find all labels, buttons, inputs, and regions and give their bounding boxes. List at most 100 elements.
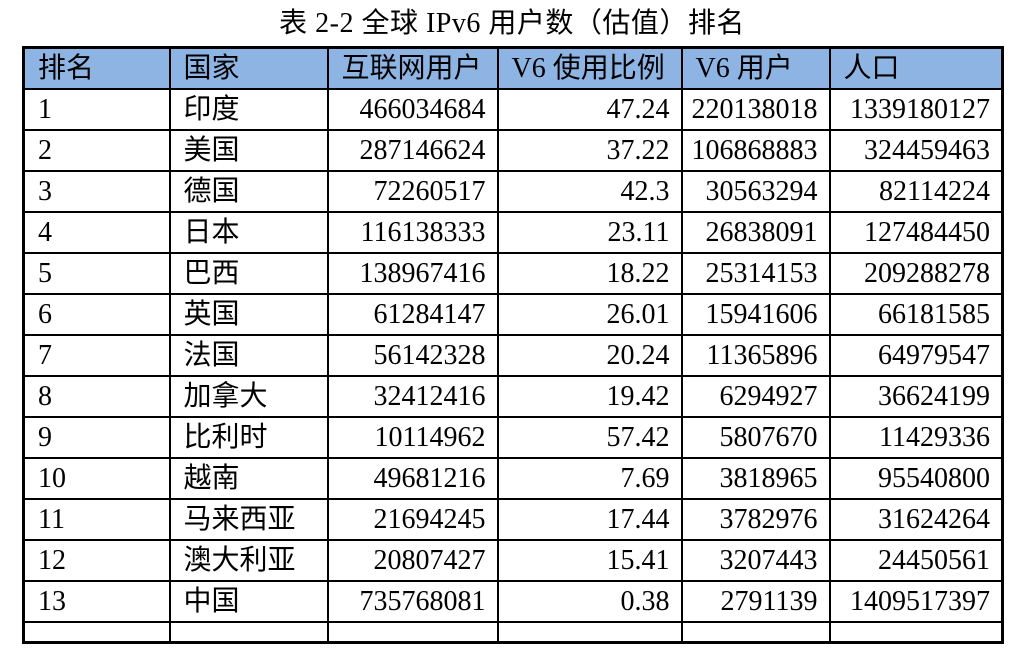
table-cell: 287146624 — [326, 129, 499, 172]
header-cell-2: 互联网用户 — [326, 46, 499, 90]
table-cell: 英国 — [168, 293, 329, 336]
table-cell: 9 — [22, 416, 171, 459]
table-cell: 17.44 — [496, 498, 683, 541]
table-cell: 11 — [22, 498, 171, 541]
table-cell — [22, 621, 171, 644]
table-cell: 64979547 — [828, 334, 1004, 377]
table-row: 2 美国 287146624 37.22 106868883 324459463 — [22, 129, 1004, 172]
table-cell: 越南 — [168, 457, 329, 500]
table-cell: 47.24 — [496, 88, 683, 131]
table-cell: 26.01 — [496, 293, 683, 336]
table-cell: 25314153 — [680, 252, 831, 295]
table-cell: 4 — [22, 211, 171, 254]
table-cell: 2791139 — [680, 580, 831, 623]
table-row: 9 比利时 10114962 57.42 5807670 11429336 — [22, 416, 1004, 459]
table-cell: 12 — [22, 539, 171, 582]
table-cell: 11429336 — [828, 416, 1004, 459]
table-cell: 10 — [22, 457, 171, 500]
table-row: 4 日本 116138333 23.11 26838091 127484450 — [22, 211, 1004, 254]
table-cell: 19.42 — [496, 375, 683, 418]
table-cell: 3 — [22, 170, 171, 213]
table-row: 10 越南 49681216 7.69 3818965 95540800 — [22, 457, 1004, 500]
table-cell: 6294927 — [680, 375, 831, 418]
table-cell: 13 — [22, 580, 171, 623]
table-cell: 209288278 — [828, 252, 1004, 295]
table-body: 1 印度 466034684 47.24 220138018 1339180127 2 美国 2… — [22, 88, 1004, 644]
table-cell: 20807427 — [326, 539, 499, 582]
table-cell: 德国 — [168, 170, 329, 213]
table-cell: 127484450 — [828, 211, 1004, 254]
table-cell: 中国 — [168, 580, 329, 623]
table-cell: 36624199 — [828, 375, 1004, 418]
table-cell: 5 — [22, 252, 171, 295]
table-cell: 31624264 — [828, 498, 1004, 541]
table-row: 12 澳大利亚 20807427 15.41 3207443 24450561 — [22, 539, 1004, 582]
table-cell: 56142328 — [326, 334, 499, 377]
header-cell-3: V6 使用比例 — [496, 46, 683, 90]
table-cell: 15.41 — [496, 539, 683, 582]
table-cell: 7.69 — [496, 457, 683, 500]
header-cell-1: 国家 — [168, 46, 329, 90]
table-cell: 1 — [22, 88, 171, 131]
table-cell — [168, 621, 329, 644]
table-cell: 8 — [22, 375, 171, 418]
table-cell: 18.22 — [496, 252, 683, 295]
header-cell-0: 排名 — [22, 46, 171, 90]
table-cell: 15941606 — [680, 293, 831, 336]
table-cell: 32412416 — [326, 375, 499, 418]
table-cell: 2 — [22, 129, 171, 172]
table-row: 6 英国 61284147 26.01 15941606 66181585 — [22, 293, 1004, 336]
table-cell — [326, 621, 499, 644]
table-cell: 37.22 — [496, 129, 683, 172]
table-cell: 1339180127 — [828, 88, 1004, 131]
table-cell: 61284147 — [326, 293, 499, 336]
table-cell: 466034684 — [326, 88, 499, 131]
table-cell — [496, 621, 683, 644]
table-cell: 3818965 — [680, 457, 831, 500]
header-row: 排名 国家 互联网用户 V6 使用比例 V6 用户 人口 — [22, 46, 1004, 90]
table-title: 表 2-2 全球 IPv6 用户数（估值）排名 — [279, 8, 745, 39]
table-cell: 0.38 — [496, 580, 683, 623]
table-cell: 735768081 — [326, 580, 499, 623]
table-cell: 220138018 — [680, 88, 831, 131]
table-cell: 1409517397 — [828, 580, 1004, 623]
table-cell — [680, 621, 831, 644]
table-cell: 106868883 — [680, 129, 831, 172]
table-cell: 116138333 — [326, 211, 499, 254]
ipv6-ranking-table: 排名 国家 互联网用户 V6 使用比例 V6 用户 人口 1 印度 466034684 47.2… — [22, 46, 1004, 644]
table-cell: 42.3 — [496, 170, 683, 213]
table-cell: 3782976 — [680, 498, 831, 541]
table-cell: 82114224 — [828, 170, 1004, 213]
table-cell: 138967416 — [326, 252, 499, 295]
table-cell: 7 — [22, 334, 171, 377]
table-cell: 美国 — [168, 129, 329, 172]
table-cell: 324459463 — [828, 129, 1004, 172]
table-row: 3 德国 72260517 42.3 30563294 82114224 — [22, 170, 1004, 213]
table-cell: 6 — [22, 293, 171, 336]
table-cell: 日本 — [168, 211, 329, 254]
table-cell: 20.24 — [496, 334, 683, 377]
table-cell: 10114962 — [326, 416, 499, 459]
table-cell: 21694245 — [326, 498, 499, 541]
table-cell — [828, 621, 1004, 644]
table-cell: 49681216 — [326, 457, 499, 500]
table-row: 1 印度 466034684 47.24 220138018 1339180127 — [22, 88, 1004, 131]
table-cell: 马来西亚 — [168, 498, 329, 541]
header-cell-5: 人口 — [828, 46, 1004, 90]
table-cell: 法国 — [168, 334, 329, 377]
table-cell: 11365896 — [680, 334, 831, 377]
table-cell: 72260517 — [326, 170, 499, 213]
table-cell: 巴西 — [168, 252, 329, 295]
table-cell: 5807670 — [680, 416, 831, 459]
table-cell: 24450561 — [828, 539, 1004, 582]
table-row: 8 加拿大 32412416 19.42 6294927 36624199 — [22, 375, 1004, 418]
table-cell: 57.42 — [496, 416, 683, 459]
table-cell: 澳大利亚 — [168, 539, 329, 582]
table-cell: 66181585 — [828, 293, 1004, 336]
header-cell-4: V6 用户 — [680, 46, 831, 90]
table-cell: 比利时 — [168, 416, 329, 459]
table-cell: 26838091 — [680, 211, 831, 254]
table-cell: 95540800 — [828, 457, 1004, 500]
table-row: 5 巴西 138967416 18.22 25314153 209288278 — [22, 252, 1004, 295]
